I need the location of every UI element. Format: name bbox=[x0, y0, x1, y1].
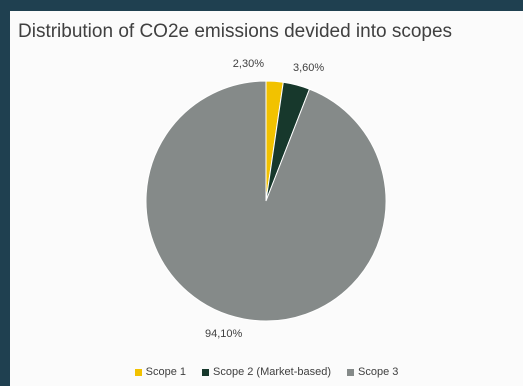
chart-legend: Scope 1 Scope 2 (Market-based) Scope 3 bbox=[10, 366, 523, 378]
legend-swatch-2 bbox=[202, 368, 209, 376]
chart-frame: Distribution of CO2e emissions devided i… bbox=[10, 11, 523, 386]
legend-swatch-3 bbox=[347, 368, 354, 376]
legend-entry-1: Scope 1 bbox=[134, 366, 186, 378]
legend-entry-2: Scope 2 (Market-based) bbox=[202, 366, 331, 378]
chart-title: Distribution of CO2e emissions devided i… bbox=[18, 21, 453, 42]
data-label-1: 2,30% bbox=[233, 58, 264, 70]
data-label-2: 3,60% bbox=[293, 62, 324, 74]
pie-chart: 2,30% 3,60% 94,10% bbox=[145, 58, 387, 340]
legend-entry-3: Scope 3 bbox=[347, 366, 398, 378]
legend-label-1: Scope 1 bbox=[145, 366, 186, 378]
legend-label-2: Scope 2 (Market-based) bbox=[213, 366, 331, 378]
legend-label-3: Scope 3 bbox=[358, 366, 399, 378]
pie-slice-3 bbox=[145, 80, 387, 322]
legend-swatch-1 bbox=[134, 368, 142, 376]
data-label-3: 94,10% bbox=[205, 328, 243, 340]
